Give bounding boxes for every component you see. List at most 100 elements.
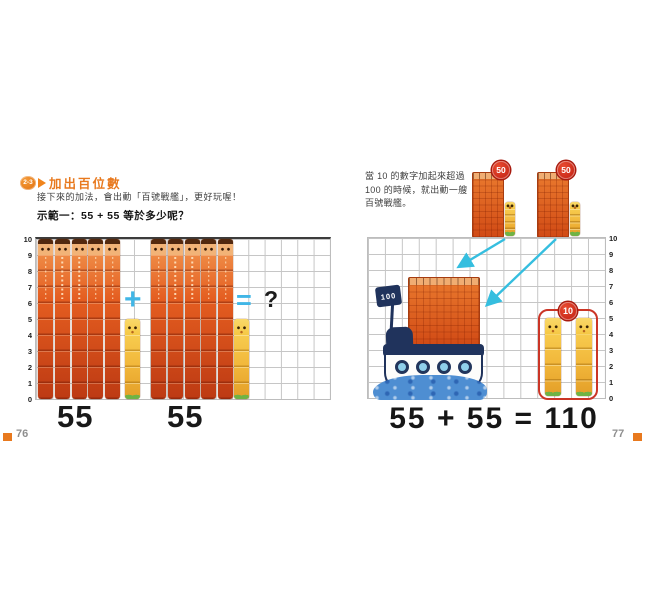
axis-tick: 8	[609, 266, 614, 275]
axis-tick: 3	[609, 346, 614, 355]
axis-tick: 0	[609, 394, 614, 403]
tens-tower	[38, 239, 53, 399]
tower-stripe	[78, 257, 80, 299]
sum-ones-group	[545, 318, 592, 396]
page-marker-left	[3, 433, 12, 441]
hundred-block-cap	[409, 278, 479, 285]
axis-tick: 1	[27, 379, 32, 388]
addend2-tens-group	[151, 239, 234, 399]
tens-tower	[167, 239, 183, 399]
section-header: 2-3 加出百位數	[20, 173, 122, 192]
addend1-ones-group	[125, 319, 140, 399]
fifty-block	[537, 172, 569, 238]
tower-stripe	[224, 257, 227, 299]
cat-face-icon	[570, 202, 580, 209]
tower-stripe	[95, 257, 97, 299]
left-grid-yaxis: 10 9 8 7 6 5 4 3 2 1 0	[16, 235, 32, 404]
tens-tower	[105, 239, 121, 399]
ten-group-outline: 10	[538, 302, 598, 400]
example-heading: 示範一：55 + 55 等於多少呢？	[37, 210, 190, 222]
cat-face-icon	[234, 319, 249, 335]
ones-tower	[505, 202, 515, 236]
tower-stripe	[174, 257, 177, 299]
left-graph-paper: 10 9 8 7 6 5 4 3 2 1 0 + = ?	[24, 235, 331, 404]
axis-tick: 10	[23, 235, 32, 244]
tower-foot	[576, 390, 592, 396]
ones-tower	[570, 202, 580, 236]
ones-tower	[125, 319, 140, 399]
porthole-icon	[458, 360, 472, 374]
axis-tick: 9	[609, 250, 614, 259]
tower-foot	[570, 230, 580, 236]
axis-tick: 2	[609, 362, 614, 371]
ones-tower	[234, 319, 249, 399]
note-text: 當 10 的數字加起來超過 100 的時候，就出動一艘 百號戰艦。	[365, 170, 487, 211]
ship-flag: 100	[374, 284, 403, 308]
porthole-icon	[395, 360, 409, 374]
cat-face-icon	[54, 239, 70, 255]
tower-stripe	[44, 257, 47, 299]
cat-face-icon	[105, 239, 121, 255]
mini-fifty-figure-1: 50	[472, 161, 534, 238]
tower-foot	[505, 230, 515, 236]
addend2-ones-group	[234, 319, 249, 399]
axis-tick: 9	[27, 251, 32, 260]
tower-stripe	[191, 257, 193, 299]
ones-tower	[545, 318, 561, 396]
section-title: 加出百位數	[49, 177, 122, 191]
tens-tower	[184, 239, 200, 399]
tower-foot	[234, 393, 249, 399]
note-line: 百號戰艦。	[365, 198, 412, 208]
question-mark: ?	[264, 286, 279, 312]
fifty-badge: 50	[492, 161, 510, 179]
tower-stripe	[111, 257, 114, 299]
axis-tick: 3	[27, 347, 32, 356]
cat-face-icon	[505, 202, 515, 209]
cat-face-icon	[38, 239, 53, 255]
axis-tick: 6	[609, 298, 614, 307]
section-number-badge: 2-3	[20, 175, 36, 190]
axis-tick: 7	[27, 283, 32, 292]
cat-face-icon	[151, 239, 166, 255]
ship-hull	[384, 355, 483, 389]
ship-deck-band	[383, 344, 484, 357]
porthole-icon	[437, 360, 451, 374]
plus-sign: +	[124, 283, 142, 316]
page-number-left: 76	[16, 428, 29, 440]
addend1-label: 55	[57, 399, 94, 434]
cat-face-icon	[167, 239, 183, 255]
cat-face-icon	[576, 318, 592, 334]
ones-tower	[576, 318, 592, 396]
cat-face-icon	[88, 239, 104, 255]
cat-face-icon	[71, 239, 87, 255]
page-marker-right	[633, 433, 642, 441]
fifty-block-cap	[473, 173, 503, 179]
tens-tower	[151, 239, 166, 399]
tens-tower	[218, 239, 234, 399]
sum-equation: 55 + 55 = 110	[389, 402, 599, 435]
tower-foot	[125, 393, 140, 399]
tower-stripe	[61, 257, 64, 299]
hundred-block	[408, 277, 480, 347]
axis-tick: 10	[609, 234, 618, 243]
badge-pointer-icon	[38, 177, 46, 188]
tens-tower	[71, 239, 87, 399]
tower-stripe	[208, 257, 210, 299]
mini-ones-tower	[505, 202, 515, 236]
note-line: 100 的時候，就出動一艘	[365, 184, 468, 195]
axis-tick: 5	[609, 314, 614, 323]
tens-tower	[54, 239, 70, 399]
axis-tick: 4	[27, 331, 32, 340]
axis-tick: 7	[609, 282, 614, 291]
page-number-right: 77	[612, 428, 625, 440]
fifty-block	[472, 172, 504, 238]
fifty-block-cap	[538, 173, 568, 179]
water-waves	[373, 375, 487, 400]
tower-stripe	[157, 257, 160, 299]
addend2-label: 55	[167, 399, 204, 434]
tens-tower	[88, 239, 104, 399]
mini-ones-tower	[570, 202, 580, 236]
axis-tick: 6	[27, 299, 32, 308]
right-grid-yaxis: 10 9 8 7 6 5 4 3 2 1 0	[609, 234, 625, 403]
